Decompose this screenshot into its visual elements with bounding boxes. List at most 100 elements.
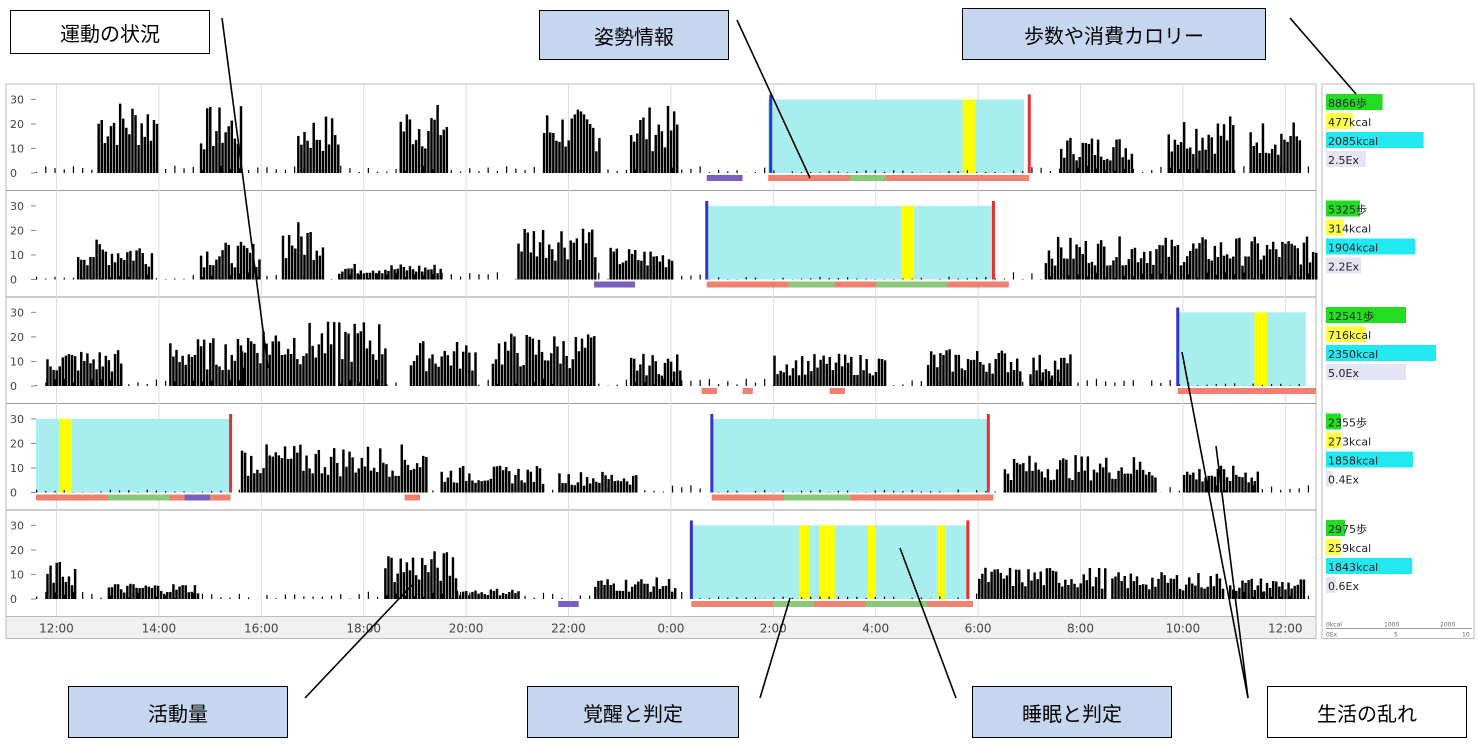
activity-bar [156, 278, 157, 279]
activity-bar [574, 114, 576, 173]
activity-bar [144, 137, 146, 173]
activity-bar [859, 355, 861, 386]
activity-bar [303, 276, 304, 280]
legend-scale-label: 10 [1462, 632, 1470, 639]
activity-bar [360, 331, 362, 386]
activity-bar [1000, 573, 1002, 599]
activity-bar [875, 490, 876, 492]
activity-bar [948, 349, 950, 386]
activity-bar [524, 275, 525, 280]
activity-bar [322, 247, 324, 279]
activity-bar [786, 364, 788, 386]
activity-bar [1125, 265, 1127, 279]
activity-bar [101, 278, 102, 279]
activity-bar [414, 275, 415, 280]
activity-bar [856, 385, 857, 386]
activity-bar [838, 385, 839, 386]
activity-bar [902, 278, 903, 279]
activity-bar [423, 489, 424, 493]
activity-bar [497, 597, 498, 599]
activity-bar [530, 252, 532, 279]
activity-bar [490, 479, 492, 493]
activity-bar [220, 279, 221, 280]
activity-bar [462, 352, 464, 386]
activity-bar [651, 355, 653, 386]
activity-bar [939, 491, 940, 492]
activity-bar [363, 273, 365, 279]
activity-bar [534, 167, 535, 173]
activity-bar [982, 365, 984, 386]
activity-bar [46, 574, 48, 599]
activity-bar [1073, 584, 1075, 599]
activity-bar [400, 122, 402, 173]
activity-bar [157, 586, 159, 599]
activity-bar [1109, 265, 1111, 279]
activity-bar [1293, 586, 1295, 599]
activity-bar [847, 277, 848, 279]
activity-bar [1278, 257, 1280, 279]
activity-bar [325, 117, 327, 173]
activity-bar [424, 268, 426, 280]
activity-bar [368, 278, 369, 279]
activity-bar [322, 597, 323, 599]
activity-bar [418, 266, 420, 280]
activity-bar [884, 360, 886, 386]
active-kcal-value: 259kcal [1328, 542, 1371, 555]
activity-bar [673, 111, 675, 173]
activity-bar [1074, 455, 1076, 492]
activity-bar [838, 172, 839, 173]
activity-bar [1280, 490, 1281, 493]
activity-bar [1027, 569, 1029, 599]
activity-bar [460, 592, 461, 599]
activity-bar [930, 172, 931, 173]
activity-bar [667, 106, 669, 173]
activity-bar [183, 279, 184, 280]
activity-bar [1134, 248, 1136, 280]
activity-bar [82, 168, 83, 173]
activity-bar [469, 384, 470, 386]
activity-bar [54, 277, 55, 280]
activity-bar [672, 168, 673, 173]
activity-bar [497, 384, 498, 386]
activity-bar [444, 482, 446, 493]
activity-bar [460, 172, 461, 173]
activity-bar [1214, 154, 1216, 173]
y-tick-label: 10 [10, 142, 24, 155]
activity-bar [1177, 245, 1179, 279]
activity-bar [1083, 574, 1085, 599]
activity-bar [1280, 167, 1281, 173]
activity-bar [1219, 578, 1221, 599]
activity-bar [607, 169, 608, 173]
activity-bar [381, 354, 383, 386]
activity-bar [930, 382, 931, 386]
activity-bar [184, 585, 186, 599]
activity-bar [377, 274, 378, 280]
activity-bar [203, 149, 205, 173]
activity-bar [1222, 589, 1224, 599]
activity-bar [1056, 469, 1058, 492]
activity-bar [431, 354, 433, 386]
activity-bar [1066, 141, 1068, 173]
activity-bar [1071, 480, 1073, 493]
activity-bar [1174, 246, 1176, 279]
activity-bar [667, 359, 669, 386]
activity-bar [327, 322, 329, 386]
activity-bar [407, 465, 409, 493]
activity-bar [567, 474, 569, 492]
posture-segment [773, 601, 814, 607]
ex-value: 0.6Ex [1328, 580, 1359, 593]
activity-bar [220, 597, 221, 599]
activity-bar [36, 490, 37, 493]
activity-bar [1102, 467, 1104, 492]
activity-bar [1013, 170, 1014, 173]
activity-bar [1004, 382, 1005, 386]
activity-bar [59, 562, 61, 599]
ex-value: 5.0Ex [1328, 367, 1359, 380]
activity-bar [893, 279, 894, 280]
activity-bar [1286, 142, 1288, 173]
activity-bar [869, 373, 871, 386]
activity-bar [243, 246, 245, 280]
activity-bar [649, 252, 651, 280]
activity-bar [617, 490, 618, 493]
activity-bar [131, 109, 133, 173]
